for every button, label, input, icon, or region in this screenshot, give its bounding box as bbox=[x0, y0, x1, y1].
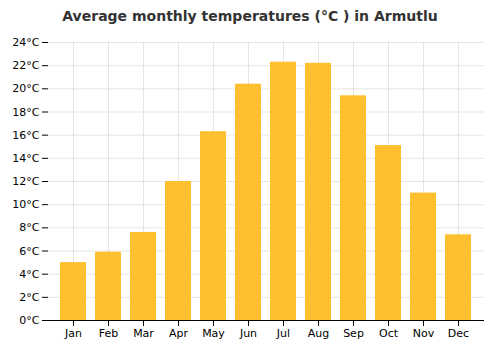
svg-text:6°C: 6°C bbox=[19, 245, 39, 258]
svg-text:22°C: 22°C bbox=[12, 59, 39, 72]
svg-text:Jul: Jul bbox=[276, 327, 290, 340]
svg-text:Mar: Mar bbox=[133, 327, 154, 340]
svg-text:Aug: Aug bbox=[308, 327, 329, 340]
svg-text:8°C: 8°C bbox=[19, 221, 39, 234]
svg-text:Feb: Feb bbox=[99, 327, 118, 340]
svg-text:0°C: 0°C bbox=[19, 314, 39, 327]
svg-text:10°C: 10°C bbox=[12, 198, 39, 211]
svg-text:16°C: 16°C bbox=[12, 129, 39, 142]
svg-text:Sep: Sep bbox=[343, 327, 364, 340]
svg-text:20°C: 20°C bbox=[12, 82, 39, 95]
html-text:Average monthly temperatures (: Average monthly temperatures (°C ) in Ar… bbox=[62, 8, 438, 24]
svg-text:Nov: Nov bbox=[413, 327, 435, 340]
svg-text:Oct: Oct bbox=[379, 327, 399, 340]
svg-text:Apr: Apr bbox=[169, 327, 189, 340]
svg-text:18°C: 18°C bbox=[12, 106, 39, 119]
svg-text:14°C: 14°C bbox=[12, 152, 39, 165]
svg-text:Dec: Dec bbox=[448, 327, 469, 340]
svg-text:2°C: 2°C bbox=[19, 291, 39, 304]
svg-text:4°C: 4°C bbox=[19, 268, 39, 281]
svg-text:Jan: Jan bbox=[64, 327, 82, 340]
svg-text:24°C: 24°C bbox=[12, 36, 39, 49]
svg-text:May: May bbox=[202, 327, 225, 340]
svg-text:Jun: Jun bbox=[239, 327, 257, 340]
svg-text:12°C: 12°C bbox=[12, 175, 39, 188]
